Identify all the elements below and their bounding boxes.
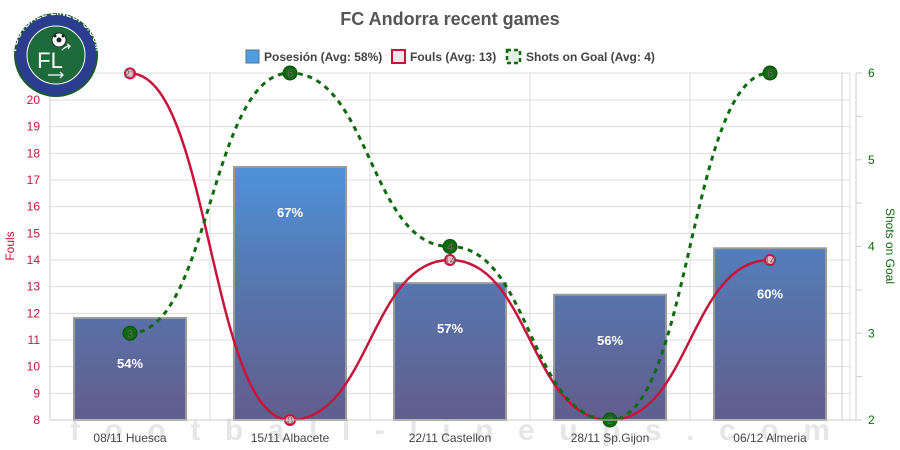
right-tick-label: 3 — [868, 326, 875, 340]
fouls-value-label: 14 — [444, 255, 456, 267]
chart-title: FC Andorra recent games — [340, 9, 559, 29]
right-tick-label: 4 — [868, 240, 875, 254]
shots-value-label: 4 — [447, 242, 453, 254]
bar-value-label: 56% — [597, 333, 623, 348]
x-tick-label: 28/11 Sp.Gijon — [571, 431, 650, 445]
x-tick-label: 08/11 Huesca — [93, 431, 166, 445]
left-tick-label: 9 — [33, 386, 40, 400]
bar-value-label: 67% — [277, 205, 303, 220]
shots-value-label: 2 — [607, 415, 613, 427]
x-tick-label: 22/11 Castellon — [409, 431, 492, 445]
legend-item-shots[interactable]: Shots on Goal (Avg: 4) — [505, 48, 655, 65]
left-tick-label: 10 — [27, 360, 41, 374]
line-swatch-icon — [391, 49, 406, 64]
bar-value-label: 54% — [117, 356, 143, 371]
left-tick-label: 16 — [27, 200, 41, 214]
site-logo: FOOTBALL-LINEUPS.COM FL — [8, 7, 104, 97]
right-axis: 2 3 4 5 6 — [855, 66, 875, 427]
left-tick-label: 13 — [27, 280, 41, 294]
shots-value-label: 6 — [767, 68, 773, 80]
dashed-line-swatch-icon — [505, 48, 522, 65]
bar-value-label: 57% — [437, 321, 463, 336]
left-tick-label: 15 — [27, 226, 41, 240]
fouls-marker[interactable] — [124, 67, 136, 80]
bar-swatch-icon — [245, 49, 260, 64]
x-tick-label: 06/12 Almeria — [733, 431, 807, 445]
bar-3[interactable]: 56% — [553, 293, 667, 421]
shots-marker[interactable] — [122, 325, 138, 341]
legend: Posesión (Avg: 58%) Fouls (Avg: 13) Shot… — [245, 48, 655, 65]
legend-item-fouls[interactable]: Fouls (Avg: 13) — [391, 49, 496, 64]
fouls-marker[interactable] — [444, 254, 456, 266]
right-tick-label: 5 — [868, 153, 875, 167]
left-tick-label: 11 — [28, 333, 41, 347]
left-tick-label: 12 — [27, 306, 41, 320]
fouls-value-label: 14 — [764, 255, 776, 267]
shots-value-label: 6 — [287, 68, 293, 80]
right-tick-label: 6 — [868, 66, 875, 80]
left-tick-label: 8 — [33, 413, 40, 427]
bar-value-label: 60% — [757, 286, 783, 301]
bar-1[interactable]: 67% — [233, 166, 347, 421]
legend-label-shots: Shots on Goal (Avg: 4) — [526, 50, 655, 64]
legend-item-posesion[interactable]: Posesión (Avg: 58%) — [245, 49, 382, 64]
legend-label-posesion: Posesión (Avg: 58%) — [264, 50, 382, 64]
fouls-line — [129, 72, 771, 422]
right-tick-label: 2 — [868, 413, 875, 427]
fouls-value-label: 21 — [124, 68, 136, 80]
x-axis: 08/11 Huesca 15/11 Albacete 22/11 Castello… — [50, 419, 856, 445]
shots-marker[interactable] — [762, 65, 778, 81]
logo-letters: FL — [37, 48, 63, 73]
shots-marker[interactable] — [282, 65, 298, 81]
fouls-marker[interactable] — [764, 254, 776, 266]
fouls-value-label: 8 — [287, 415, 293, 427]
left-axis-title: Fouls — [3, 231, 17, 260]
bar-2[interactable]: 57% — [393, 282, 507, 421]
shots-marker[interactable] — [442, 239, 458, 254]
legend-label-fouls: Fouls (Avg: 13) — [410, 50, 496, 64]
shots-value-label: 3 — [127, 328, 133, 340]
left-tick-label: 19 — [27, 120, 41, 134]
right-axis-title: Shots on Goal — [883, 208, 897, 284]
left-axis: 8 9 10 11 12 13 14 15 16 17 18 19 20 — [27, 93, 51, 427]
left-tick-label: 17 — [27, 173, 41, 187]
posesion-bars: 54% 67% 57% 56% 60% — [73, 166, 827, 421]
left-tick-label: 14 — [27, 253, 41, 267]
x-tick-label: 15/11 Albacete — [251, 431, 330, 445]
left-tick-label: 20 — [27, 93, 41, 107]
bar-4[interactable]: 60% — [713, 247, 827, 421]
left-tick-label: 18 — [27, 146, 41, 160]
